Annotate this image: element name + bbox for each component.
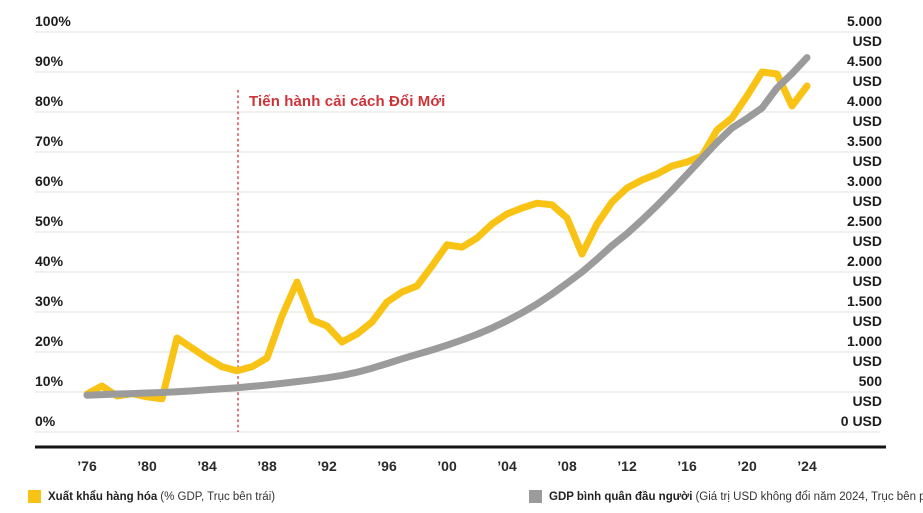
x-axis-tick-label: ’00 — [437, 458, 457, 474]
exports-legend-swatch-icon — [28, 490, 41, 503]
right-axis-tick-unit: USD — [852, 353, 882, 369]
right-axis-tick-label: 4.500 — [846, 53, 882, 69]
x-axis-tick-label: ’08 — [557, 458, 577, 474]
exports-legend-detail: (% GDP, Trục bên trái) — [160, 490, 276, 503]
right-axis-tick-label: 5.000 — [846, 13, 882, 29]
right-axis-tick-unit: USD — [852, 233, 882, 249]
right-axis-tick-unit: USD — [852, 73, 882, 89]
x-axis-tick-label: ’88 — [257, 458, 277, 474]
x-axis-tick-label: ’92 — [317, 458, 337, 474]
x-axis-tick-label: ’76 — [77, 458, 97, 474]
right-axis-tick-label: 2.500 — [846, 213, 882, 229]
doi-moi-annotation-label: Tiến hành cải cách Đổi Mới — [249, 93, 446, 110]
right-axis-tick-label: 1.000 — [846, 333, 882, 349]
right-axis-tick-unit: USD — [852, 313, 882, 329]
x-axis-tick-label: ’80 — [137, 458, 157, 474]
x-axis-tick-label: ’84 — [197, 458, 217, 474]
exports-line — [83, 68, 811, 403]
exports-legend-name: Xuất khẩu hàng hóa — [48, 490, 158, 503]
right-axis-tick-unit: USD — [852, 33, 882, 49]
gdp-per-capita-line — [83, 54, 811, 399]
left-axis-tick-label: 30% — [35, 293, 64, 309]
x-axis-tick-label: ’24 — [797, 458, 817, 474]
x-axis-tick-label: ’16 — [677, 458, 697, 474]
left-axis-tick-label: 10% — [35, 373, 64, 389]
left-axis-tick-label: 20% — [35, 333, 64, 349]
left-axis-tick-label: 60% — [35, 173, 64, 189]
right-axis-tick-label: 2.000 — [846, 253, 882, 269]
right-axis-tick-label: 4.000 — [846, 93, 882, 109]
x-axis-tick-label: ’96 — [377, 458, 397, 474]
right-axis-tick-unit: USD — [852, 153, 882, 169]
gdp-legend-swatch-icon — [529, 490, 542, 503]
left-axis-tick-label: 50% — [35, 213, 64, 229]
legend-item-exports: Xuất khẩu hàng hóa (% GDP, Trục bên trái… — [28, 490, 275, 503]
right-axis-tick-label: 1.500 — [846, 293, 882, 309]
gdp-legend-detail: (Giá trị USD không đổi năm 2024, Trục bê… — [695, 490, 923, 503]
right-axis-tick-label: 3.000 — [846, 173, 882, 189]
right-axis-tick-unit: USD — [852, 193, 882, 209]
left-axis-tick-label: 40% — [35, 253, 64, 269]
left-axis-tick-label: 80% — [35, 93, 64, 109]
left-axis-tick-label: 90% — [35, 53, 64, 69]
right-axis-tick-unit: USD — [852, 273, 882, 289]
legend-item-gdp-per-capita: GDP bình quân đầu người (Giá trị USD khô… — [529, 490, 923, 503]
right-axis-tick-unit: USD — [852, 393, 882, 409]
gdp-legend-name: GDP bình quân đầu người — [549, 490, 693, 503]
x-axis-tick-label: ’20 — [737, 458, 757, 474]
left-axis-tick-label: 0% — [35, 413, 56, 429]
right-axis-tick-label: 500 — [858, 373, 882, 389]
left-axis-tick-label: 70% — [35, 133, 64, 149]
left-axis-tick-label: 100% — [35, 13, 71, 29]
chart-legend: Xuất khẩu hàng hóa (% GDP, Trục bên trái… — [0, 490, 923, 510]
x-axis-tick-label: ’04 — [497, 458, 517, 474]
x-axis-tick-label: ’12 — [617, 458, 637, 474]
right-axis-tick-label: 0 USD — [840, 413, 882, 429]
right-axis-tick-label: 3.500 — [846, 133, 882, 149]
right-axis-tick-unit: USD — [852, 113, 882, 129]
